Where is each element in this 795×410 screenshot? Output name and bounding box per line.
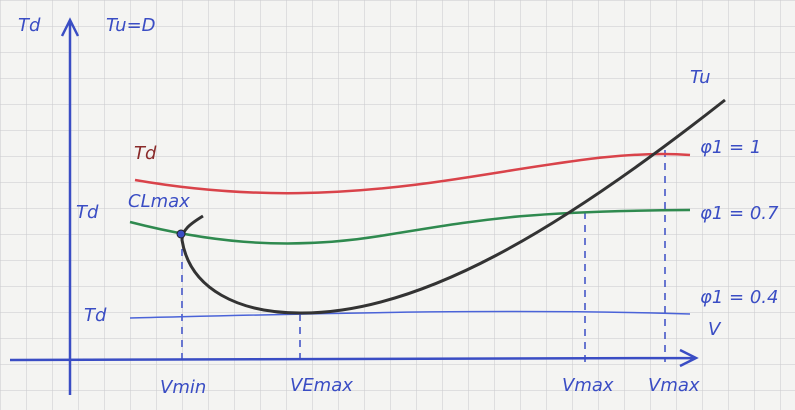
curve-parameter: φ1 = 0.7 [700, 203, 779, 224]
curve-parameter: φ1 = 1 [700, 137, 761, 158]
x-marker-label: Vmax [562, 375, 614, 396]
x-axis-label: V [708, 319, 722, 340]
grid-paper [0, 0, 795, 410]
curve-label: Td [84, 305, 107, 326]
curve-label: Tu [690, 67, 711, 88]
y-axis-label-2: Tu=D [106, 15, 156, 36]
y-axis-label: Td [18, 15, 41, 36]
x-marker-label: VEmax [290, 375, 353, 396]
curve-label: Td [76, 202, 99, 223]
x-marker-label: Vmax [648, 375, 700, 396]
curve-parameter: φ1 = 0.4 [700, 287, 778, 308]
curve-label: Td [134, 143, 157, 164]
x-marker-label: Vmin [160, 377, 206, 398]
clmax-point [177, 230, 185, 238]
diagram: Td Tu=D V Tu Td Td Td φ1 = 1 φ1 = 0.7 φ1… [0, 0, 795, 410]
annotation: CLmax [128, 191, 190, 212]
